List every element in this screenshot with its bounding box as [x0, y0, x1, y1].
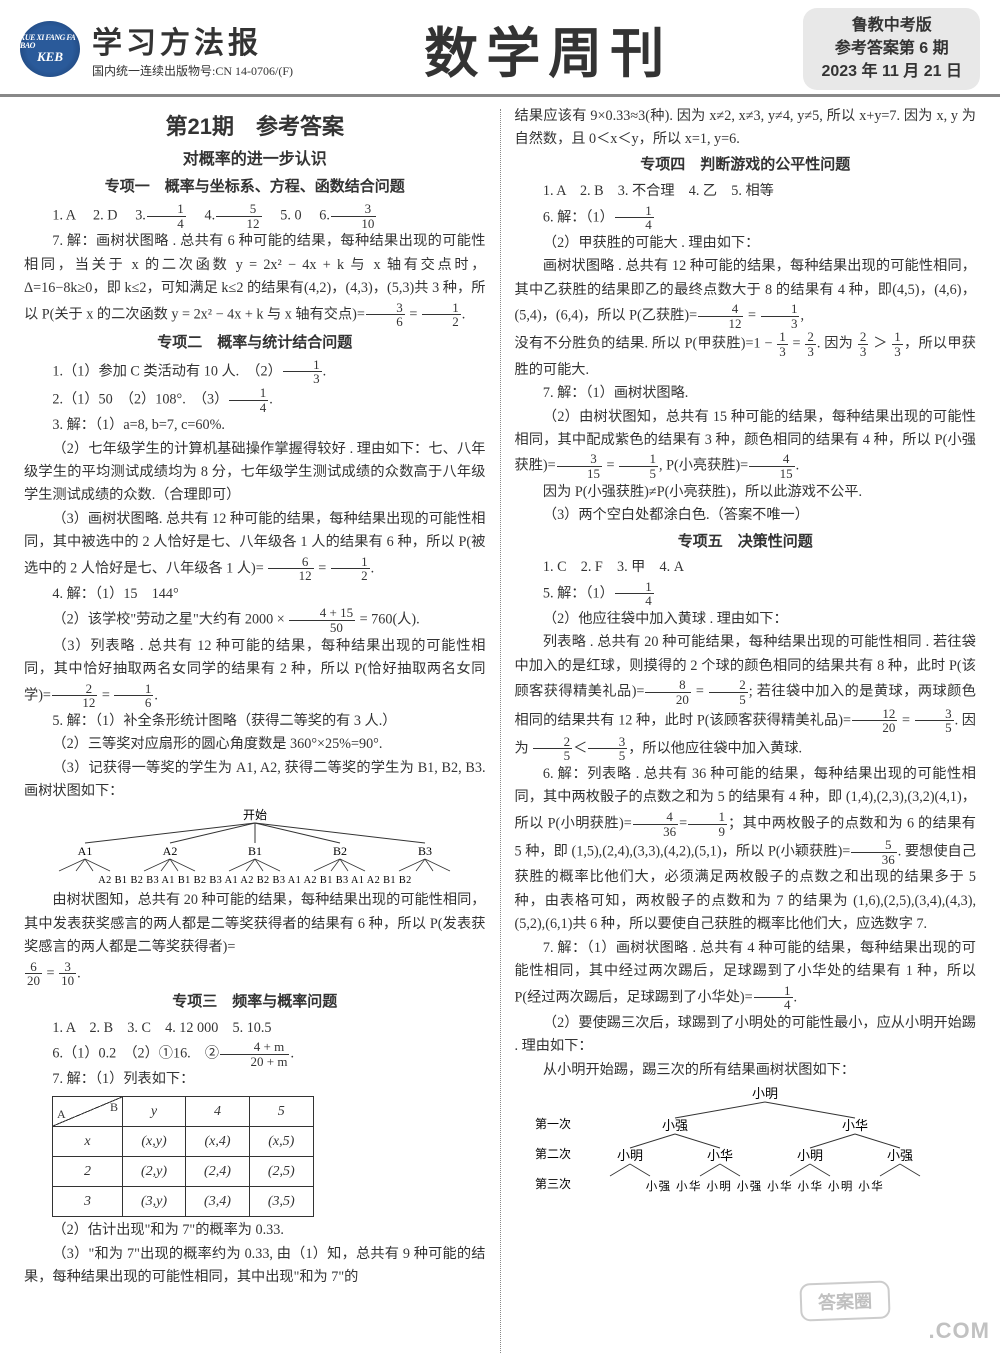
r5-6a: 6. 解：列表略 . 总共有 36 种可能的结果，每种结果出现的可能性相同，其中… — [515, 763, 977, 937]
table-row: x(x,y)(x,4)(x,5) — [53, 1126, 314, 1156]
publication-title: 学习方法报 — [92, 18, 293, 62]
tree-diagram-2: 小明 第一次 第二次 第三次 小强 小华 小明 小华 小明 小强 — [515, 1086, 977, 1196]
p2-3b: （2）七年级学生的计算机基础操作掌握得较好 . 理由如下：七、八年级学生的平均测… — [24, 438, 486, 508]
r5-1: 1. C 2. F 3. 甲 4. A — [515, 556, 977, 579]
table-row: 2(2,y)(2,4)(2,5) — [53, 1157, 314, 1187]
r4-6a: 6. 解：（1）14 — [515, 204, 977, 232]
r4-6b: （2）甲获胜的可能大 . 理由如下： — [515, 232, 977, 255]
issue-header: 第21期 参考答案 — [24, 109, 486, 145]
svg-text:第二次: 第二次 — [535, 1147, 571, 1161]
r5-7a: 7. 解：（1）画树状图略 . 总共有 4 种可能的结果，每种结果出现的可能性相… — [515, 937, 977, 1012]
p2-3: 3. 解：（1）a=8, b=7, c=60%. — [24, 414, 486, 437]
subsection-2: 专项二 概率与统计结合问题 — [24, 331, 486, 356]
r4-1: 1. A 2. B 3. 不合理 4. 乙 5. 相等 — [515, 180, 977, 203]
r5-5a: 5. 解：（1）14 — [515, 580, 977, 608]
p3-7b: （2）估计出现"和为 7"的概率为 0.33. — [24, 1219, 486, 1242]
svg-text:第三次: 第三次 — [535, 1177, 571, 1191]
table-corner: AB — [53, 1096, 123, 1126]
svg-text:第一次: 第一次 — [535, 1117, 571, 1131]
content-columns: 第21期 参考答案 对概率的进一步认识 专项一 概率与坐标系、方程、函数结合问题… — [0, 97, 1000, 1357]
p3-7c: （3）"和为 7"出现的概率约为 0.33, 由（1）知，总共有 9 种可能的结… — [24, 1243, 486, 1290]
probability-table: AB y 4 5 x(x,y)(x,4)(x,5) 2(2,y)(2,4)(2,… — [52, 1096, 314, 1217]
p2-1: 1.（1）参加 C 类活动有 10 人. （2）13. — [24, 358, 486, 386]
left-column: 第21期 参考答案 对概率的进一步认识 专项一 概率与坐标系、方程、函数结合问题… — [24, 105, 500, 1357]
r4-6d: 没有不分胜负的结果. 所以 P(甲获胜)=1 − 13 = 23. 因为 23 … — [515, 330, 977, 382]
svg-text:开始: 开始 — [243, 808, 267, 822]
p3-1: 1. A 2. B 3. C 4. 12 000 5. 10.5 — [24, 1017, 486, 1040]
p3-7: 7. 解：（1）列表如下： — [24, 1068, 486, 1091]
p3-2: 6.（1）0.2 （2）①16. ②4 + m20 + m. — [24, 1040, 486, 1068]
p2-4a: 4. 解：（1）15 144° — [24, 583, 486, 606]
p2-5d: 由树状图知，总共有 20 种可能的结果，每种结果出现的可能性相同，其中发表获奖感… — [24, 889, 486, 959]
svg-text:A2: A2 — [162, 844, 177, 858]
svg-text:小华: 小华 — [842, 1118, 868, 1133]
subsection-5: 专项五 决策性问题 — [515, 530, 977, 555]
q7-solution: 7. 解：画树状图略 . 总共有 6 种可能的结果，每种结果出现的可能性相同，当… — [24, 230, 486, 329]
r-top: 结果应该有 9×0.33≈3(种). 因为 x≠2, x≠3, y≠4, y≠5… — [515, 105, 977, 152]
watermark-badge: 答案圈 — [799, 1280, 890, 1321]
svg-text:小明: 小明 — [752, 1086, 778, 1101]
subsection-1: 专项一 概率与坐标系、方程、函数结合问题 — [24, 175, 486, 200]
svg-text:B2: B2 — [333, 844, 347, 858]
svg-text:A2 B1 B2 B3 A1 B1 B2 B3 A1 A2: A2 B1 B2 B3 A1 B1 B2 B3 A1 A2 B2 B3 A1 A… — [98, 875, 411, 885]
badge-line-3: 2023 年 11 月 21 日 — [821, 60, 962, 83]
r4-7d: （3）两个空白处都涂白色.（答案不唯一） — [515, 504, 977, 527]
r5-7b: （2）要使踢三次后，球踢到了小明处的可能性最小，应从小明开始踢 . 理由如下： — [515, 1012, 977, 1059]
p2-5b: （2）三等奖对应扇形的圆心角度数是 360°×25%=90°. — [24, 733, 486, 756]
table-row: 3(3,y)(3,4)(3,5) — [53, 1187, 314, 1217]
subsection-3: 专项三 频率与概率问题 — [24, 990, 486, 1015]
answers-line-1: 1. A 2. D 3.14 4.512 5. 0 6.310 — [24, 202, 486, 230]
right-column: 结果应该有 9×0.33≈3(种). 因为 x≠2, x≠3, y≠4, y≠5… — [501, 105, 977, 1357]
r4-7b: （2）由树状图知，总共有 15 种可能的结果，每种结果出现的可能性相同，其中配成… — [515, 406, 977, 481]
svg-text:小强: 小强 — [887, 1148, 913, 1163]
r4-7a: 7. 解：（1）画树状图略. — [515, 382, 977, 405]
svg-text:小明: 小明 — [797, 1148, 823, 1163]
p2-5d-frac: 620 = 310. — [24, 960, 486, 988]
p2-2: 2.（1）50 （2）108°. （3）14. — [24, 386, 486, 414]
p2-4b: （2）该学校"劳动之星"大约有 2000 × 4 + 1550 = 760(人)… — [24, 606, 486, 634]
tree-diagram-1: 开始 A1 A2 B1 B2 B3 A2 B1 B2 B — [24, 807, 486, 885]
p2-3c: （3）画树状图略. 总共有 12 种可能的结果，每种结果出现的可能性相同，其中被… — [24, 508, 486, 583]
svg-text:B1: B1 — [248, 844, 262, 858]
table-row: AB y 4 5 — [53, 1096, 314, 1126]
watermark-text: .COM — [929, 1318, 990, 1344]
svg-text:小华: 小华 — [707, 1148, 733, 1163]
main-title: 数学周刊 — [305, 9, 791, 88]
svg-text:小明: 小明 — [617, 1148, 643, 1163]
r5-5b: （2）他应往袋中加入黄球 . 理由如下： — [515, 608, 977, 631]
logo-text: KEB — [37, 50, 63, 63]
header-left: 学习方法报 国内统一连续出版物号:CN 14-0706/(F) — [92, 18, 293, 79]
badge-line-2: 参考答案第 6 期 — [821, 37, 962, 60]
tree1-svg: 开始 A1 A2 B1 B2 B3 A2 B1 B2 B — [35, 807, 475, 885]
svg-text:小强 小华 小明 小强 小华 小华 小明 小华: 小强 小华 小明 小强 小华 小华 小明 小华 — [646, 1179, 885, 1193]
issn-line: 国内统一连续出版物号:CN 14-0706/(F) — [92, 62, 293, 79]
tree2-svg: 小明 第一次 第二次 第三次 小强 小华 小明 小华 小明 小强 — [515, 1086, 975, 1196]
svg-text:小强: 小强 — [662, 1118, 688, 1133]
p2-5c: （3）记获得一等奖的学生为 A1, A2, 获得二等奖的学生为 B1, B2, … — [24, 757, 486, 804]
page-header: XUE XI FANG FA BAO KEB 学习方法报 国内统一连续出版物号:… — [0, 0, 1000, 97]
publisher-logo: XUE XI FANG FA BAO KEB — [20, 21, 80, 77]
edition-badge: 鲁教中考版 参考答案第 6 期 2023 年 11 月 21 日 — [803, 8, 980, 90]
r4-7c: 因为 P(小强获胜)≠P(小亮获胜)，所以此游戏不公平. — [515, 481, 977, 504]
svg-text:B3: B3 — [418, 844, 432, 858]
svg-text:A1: A1 — [77, 844, 92, 858]
r4-6c: 画树状图略 . 总共有 12 种可能的结果，每种结果出现的可能性相同，其中乙获胜… — [515, 255, 977, 330]
logo-pinyin: XUE XI FANG FA BAO — [20, 34, 80, 50]
section-title-1: 对概率的进一步认识 — [24, 147, 486, 173]
p2-4c: （3）列表略 . 总共有 12 种可能的结果，每种结果出现的可能性相同，其中恰好… — [24, 635, 486, 710]
r5-5c: 列表略 . 总共有 20 种可能结果，每种结果出现的可能性相同 . 若往袋中加入… — [515, 631, 977, 763]
subsection-4: 专项四 判断游戏的公平性问题 — [515, 153, 977, 178]
p2-5a: 5. 解：（1）补全条形统计图略（获得二等奖的有 3 人.） — [24, 710, 486, 733]
r5-7c: 从小明开始踢，踢三次的所有结果画树状图如下： — [515, 1059, 977, 1082]
badge-line-1: 鲁教中考版 — [821, 14, 962, 37]
